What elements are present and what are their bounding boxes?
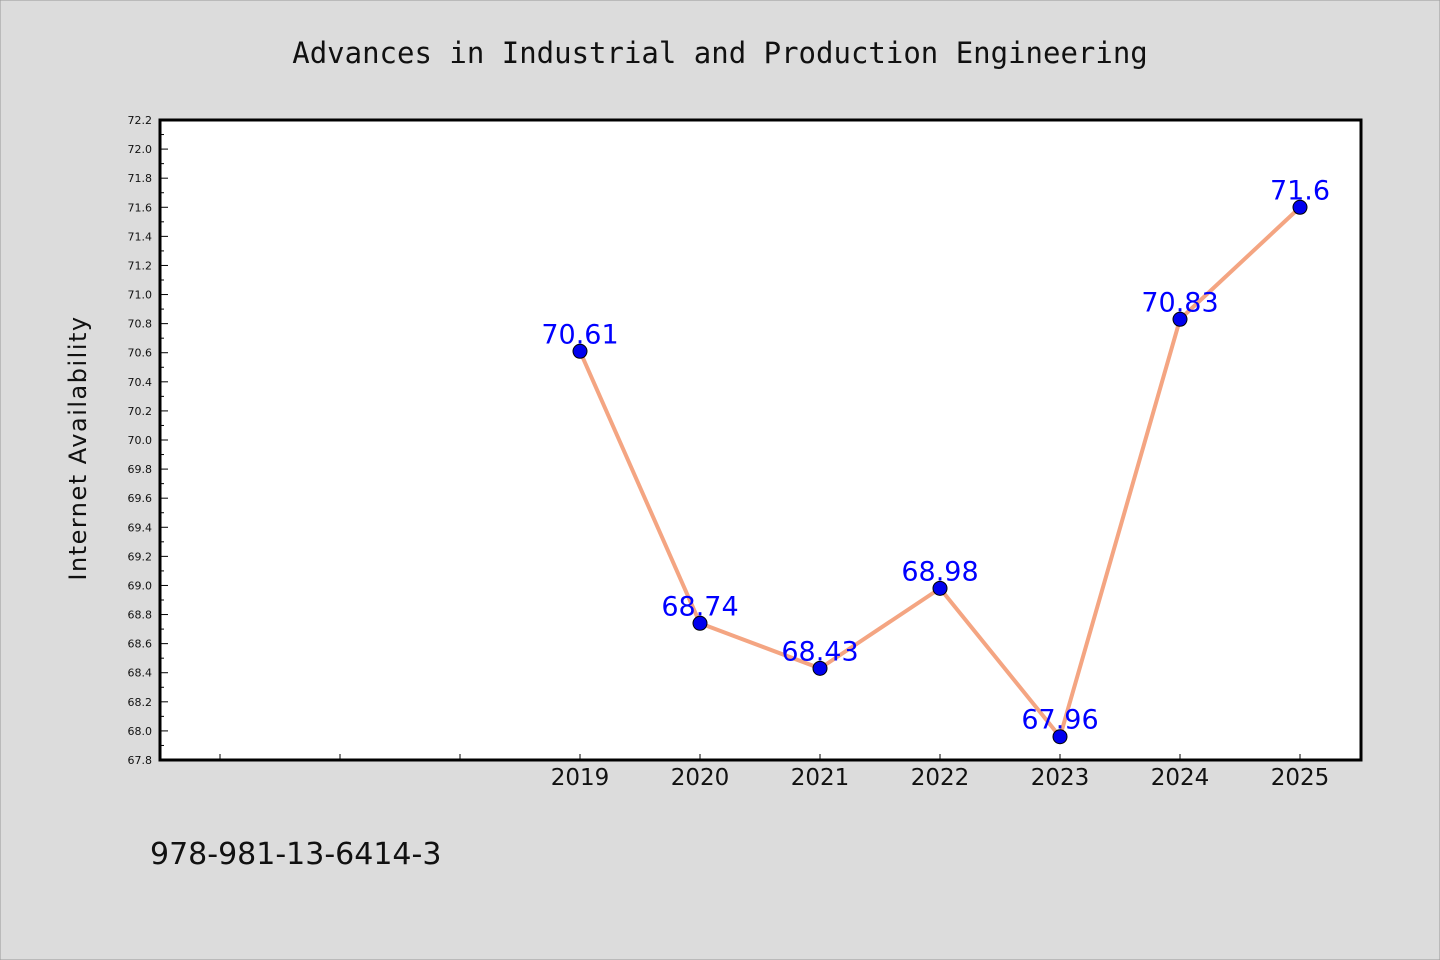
- x-tick-label: 2022: [911, 765, 970, 791]
- y-axis: 67.8 68.0 68.2 68.4 68.6 68.8 69.0 69.2 69.4 69.6…: [128, 114, 168, 767]
- x-tick-label: 2021: [791, 765, 850, 791]
- y-tick-label: 69.2: [128, 550, 153, 563]
- data-label: 71.6: [1270, 175, 1330, 206]
- y-tick-label: 72.2: [128, 114, 153, 127]
- y-tick-label: 68.2: [128, 696, 153, 709]
- data-point: [572, 343, 588, 359]
- x-tick-label: 2023: [1031, 765, 1090, 791]
- y-tick-label: 71.0: [128, 289, 153, 302]
- x-tick-label: 2020: [671, 765, 730, 791]
- y-tick-label: 68.6: [128, 638, 153, 651]
- y-tick-label: 70.8: [128, 318, 153, 331]
- y-tick-label: 70.6: [128, 347, 153, 360]
- data-point: [1172, 311, 1188, 327]
- data-point: [692, 615, 708, 631]
- data-label: 68.74: [661, 591, 738, 622]
- data-label: 70.61: [541, 319, 618, 350]
- plot-area: [158, 118, 1363, 762]
- chart-title: Advances in Industrial and Production En…: [292, 36, 1148, 70]
- data-label: 68.98: [901, 556, 978, 587]
- x-tick-label: 2019: [551, 765, 610, 791]
- y-tick-label: 68.4: [128, 667, 153, 680]
- y-tick-label: 70.4: [128, 376, 153, 389]
- y-tick-label: 69.4: [128, 521, 153, 534]
- y-tick-label: 68.0: [128, 725, 153, 738]
- y-tick-label: 71.6: [128, 201, 153, 214]
- footer-isbn: 978-981-13-6414-3: [150, 837, 441, 872]
- y-axis-label: Internet Availability: [64, 315, 92, 580]
- x-tick-label: 2025: [1271, 765, 1330, 791]
- y-tick-label: 70.2: [128, 405, 153, 418]
- x-axis: 2019 2020 2021 2022 2023 2024 2025: [219, 754, 1330, 791]
- y-tick-label: 69.0: [128, 579, 153, 592]
- data-label: 67.96: [1021, 705, 1098, 736]
- data-point: [812, 660, 828, 676]
- y-tick-label: 71.2: [128, 259, 153, 272]
- data-point: [932, 580, 948, 596]
- y-tick-label: 68.8: [128, 609, 153, 622]
- data-point: [1292, 199, 1308, 215]
- y-tick-label: 70.0: [128, 434, 153, 447]
- y-tick-label: 69.8: [128, 463, 153, 476]
- y-tick-label: 67.8: [128, 754, 153, 767]
- y-tick-label: 69.6: [128, 492, 153, 505]
- data-label: 70.83: [1141, 287, 1218, 318]
- series-layer: 70.61 68.74 68.43 68.98 67.96 70.83 71.6: [541, 175, 1330, 745]
- data-label: 68.43: [781, 636, 858, 667]
- y-tick-label: 71.8: [128, 172, 153, 185]
- x-tick-label: 2024: [1151, 765, 1210, 791]
- y-tick-label: 72.0: [128, 143, 153, 156]
- data-point: [1052, 729, 1068, 745]
- y-tick-label: 71.4: [128, 230, 153, 243]
